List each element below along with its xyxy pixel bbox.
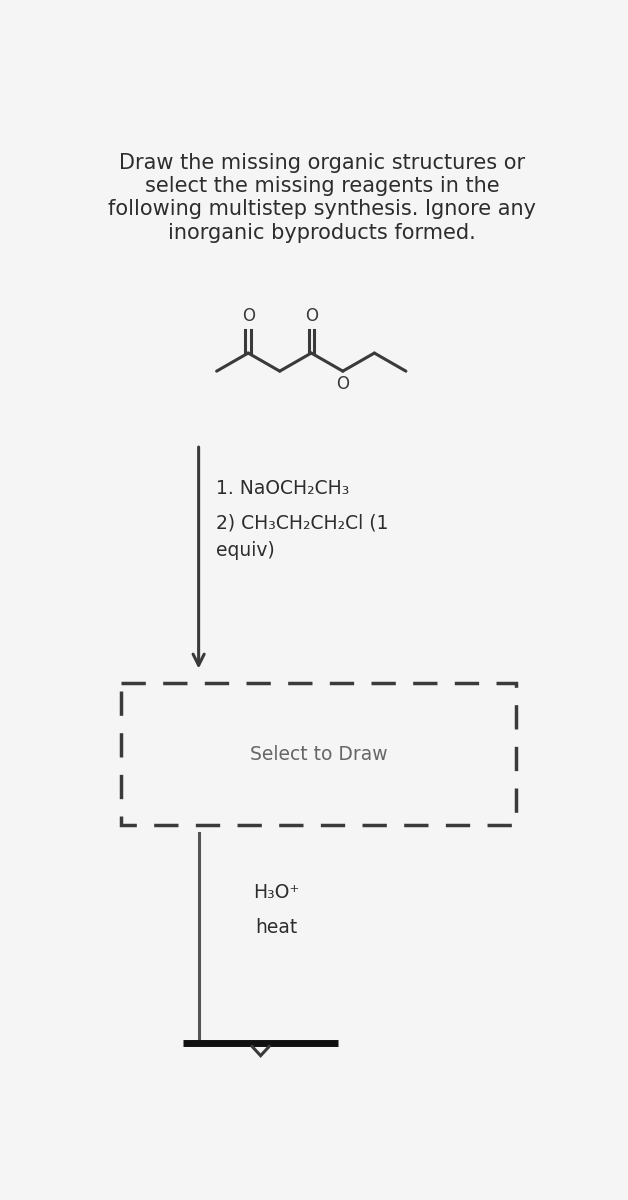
Text: Draw the missing organic structures or: Draw the missing organic structures or bbox=[119, 154, 525, 173]
Text: following multistep synthesis. Ignore any: following multistep synthesis. Ignore an… bbox=[108, 199, 536, 220]
Text: heat: heat bbox=[255, 918, 297, 937]
Bar bbox=[121, 683, 516, 826]
Text: O: O bbox=[242, 307, 255, 325]
Text: 1. NaOCH₂CH₃: 1. NaOCH₂CH₃ bbox=[215, 479, 349, 498]
Text: equiv): equiv) bbox=[215, 540, 274, 559]
Text: O: O bbox=[337, 374, 349, 392]
Text: 2) CH₃CH₂CH₂Cl (1: 2) CH₃CH₂CH₂Cl (1 bbox=[215, 514, 388, 533]
Text: O: O bbox=[305, 307, 318, 325]
Text: H₃O⁺: H₃O⁺ bbox=[253, 883, 300, 902]
Text: Select to Draw: Select to Draw bbox=[250, 745, 387, 763]
Text: select the missing reagents in the: select the missing reagents in the bbox=[144, 176, 499, 197]
Text: inorganic byproducts formed.: inorganic byproducts formed. bbox=[168, 222, 476, 242]
